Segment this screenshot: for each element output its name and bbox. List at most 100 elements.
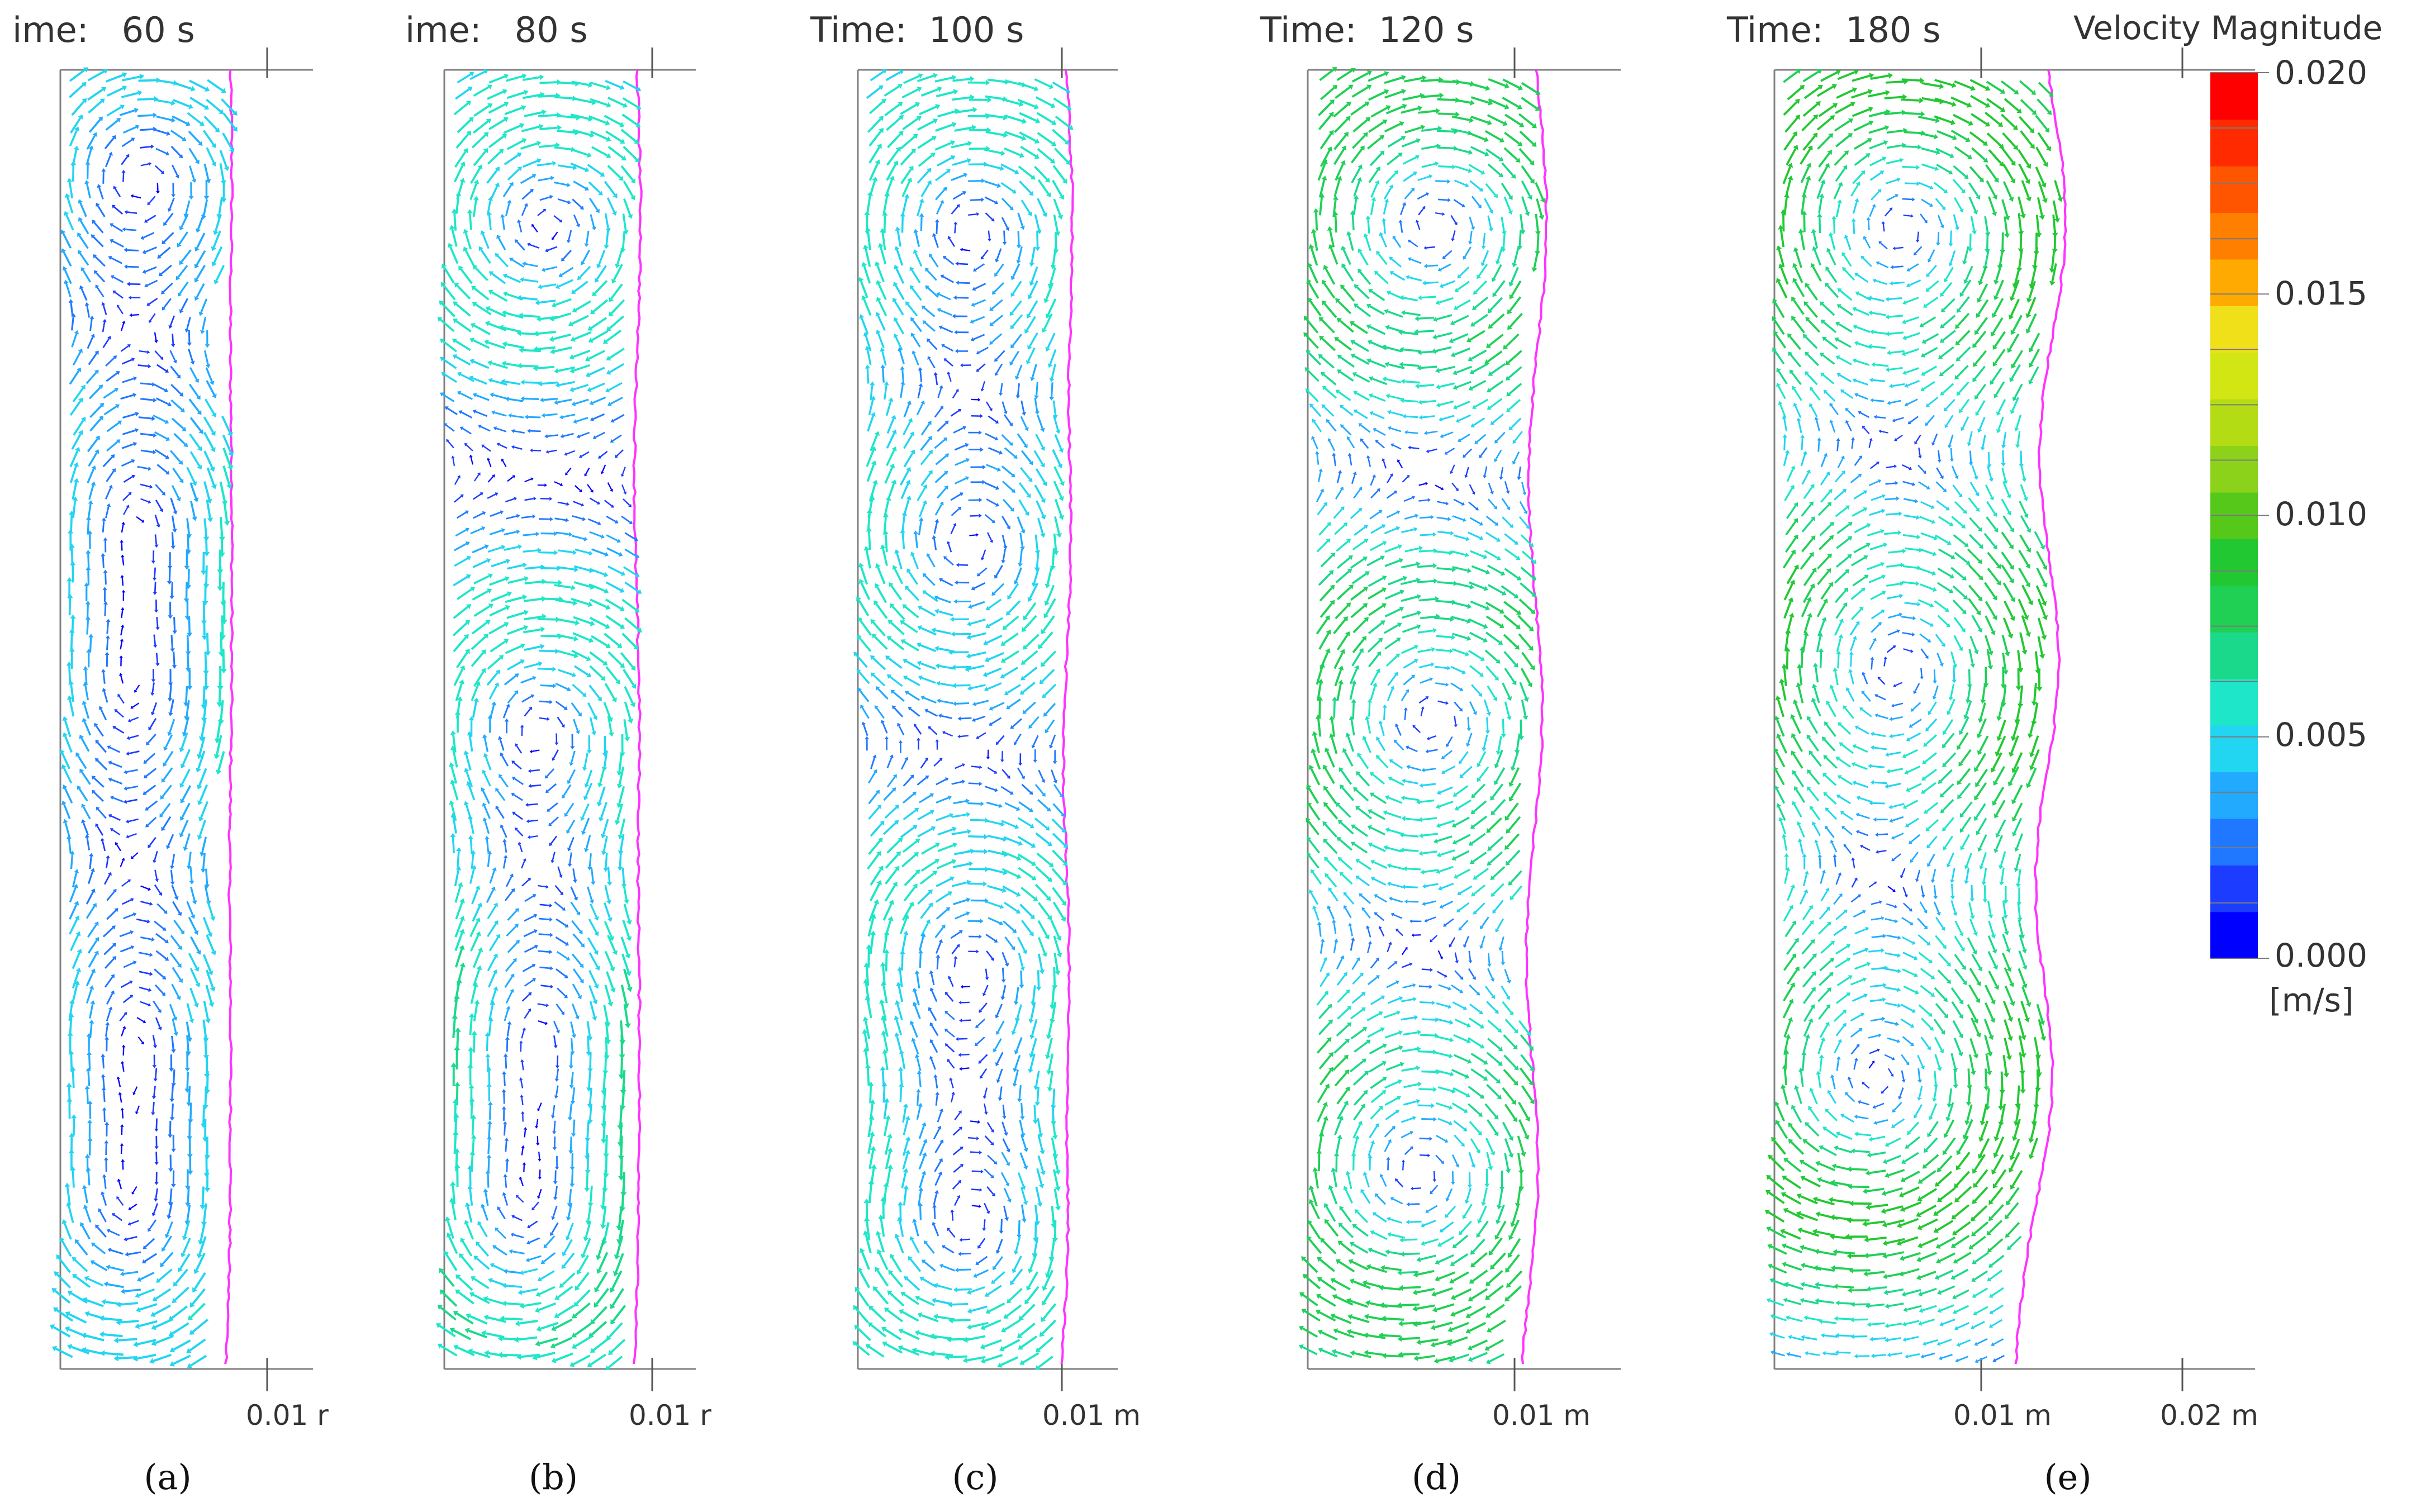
velocity-arrow-head: [559, 219, 563, 222]
velocity-arrow: [200, 801, 209, 819]
velocity-arrow: [489, 578, 506, 586]
velocity-arrow: [917, 487, 926, 501]
velocity-arrow: [155, 500, 162, 510]
velocity-arrow: [554, 901, 564, 910]
velocity-arrow: [445, 424, 455, 432]
velocity-arrow: [468, 213, 472, 230]
velocity-arrow-head: [1068, 125, 1074, 130]
velocity-arrow-head: [861, 721, 866, 726]
velocity-arrow: [472, 1294, 490, 1304]
velocity-arrow: [1037, 1134, 1043, 1151]
velocity-arrow: [954, 444, 966, 451]
velocity-arrow: [104, 976, 113, 988]
velocity-arrow-head: [1002, 625, 1008, 630]
velocity-arrow: [604, 1052, 607, 1071]
velocity-arrow-head: [507, 1021, 512, 1025]
velocity-arrow: [529, 819, 539, 822]
velocity-arrow-head: [500, 752, 504, 757]
velocity-arrow-head: [455, 1289, 461, 1295]
velocity-arrow: [457, 119, 472, 134]
velocity-arrow: [1023, 667, 1038, 679]
velocity-arrow-head: [108, 255, 112, 260]
velocity-arrow: [863, 1033, 869, 1052]
velocity-arrow-head: [869, 1131, 875, 1137]
velocity-arrow-head: [180, 930, 184, 935]
velocity-arrow-head: [537, 1196, 541, 1199]
velocity-arrow: [587, 702, 596, 717]
velocity-arrow-head: [598, 455, 602, 459]
velocity-arrow: [890, 621, 905, 635]
velocity-arrow: [1012, 718, 1022, 728]
velocity-arrow: [95, 272, 106, 283]
velocity-arrow-head: [519, 1077, 523, 1081]
velocity-arrow-head: [480, 230, 486, 235]
velocity-arrow-head: [498, 736, 502, 740]
velocity-arrow: [190, 936, 200, 952]
velocity-arrow: [195, 1252, 206, 1271]
velocity-arrow-head: [471, 850, 476, 854]
velocity-arrow-head: [917, 1312, 923, 1318]
velocity-arrow: [221, 415, 231, 434]
velocity-arrow: [1047, 1017, 1054, 1036]
velocity-arrow-head: [966, 911, 970, 916]
velocity-arrow: [586, 1020, 591, 1038]
velocity-arrow-head: [192, 481, 197, 486]
velocity-arrow-head: [928, 450, 933, 455]
velocity-arrow-head: [898, 1328, 904, 1334]
velocity-arrow-head: [946, 1337, 951, 1343]
velocity-arrow-head: [1001, 979, 1006, 983]
velocity-arrow: [462, 1240, 473, 1257]
velocity-arrow-head: [466, 101, 471, 106]
velocity-arrow: [915, 1349, 934, 1356]
velocity-arrow-head: [1350, 68, 1356, 73]
velocity-arrow: [950, 493, 961, 501]
velocity-arrow: [514, 1216, 523, 1221]
velocity-arrow-head: [70, 614, 76, 619]
velocity-arrow-head: [454, 1163, 461, 1168]
velocity-arrow: [937, 828, 953, 836]
velocity-arrow-head: [94, 937, 99, 942]
velocity-arrow-head: [154, 1182, 159, 1185]
velocity-arrow: [512, 1251, 525, 1254]
velocity-arrow: [590, 868, 594, 882]
velocity-arrow-head: [1012, 1268, 1017, 1273]
velocity-arrow: [539, 700, 550, 703]
velocity-arrow: [69, 934, 79, 952]
velocity-arrow: [589, 1001, 596, 1017]
velocity-arrow: [137, 114, 154, 117]
velocity-arrow-head: [918, 383, 923, 387]
velocity-arrow-head: [887, 620, 893, 625]
velocity-arrow-head: [913, 883, 918, 889]
velocity-arrow: [556, 968, 566, 977]
velocity-arrow-head: [636, 104, 642, 110]
velocity-arrow: [604, 885, 610, 901]
velocity-arrow-head: [493, 426, 497, 431]
velocity-arrow-head: [73, 883, 78, 888]
velocity-arrow-head: [880, 364, 886, 368]
velocity-arrow: [93, 222, 104, 234]
velocity-arrow-head: [967, 141, 972, 146]
velocity-arrow: [511, 259, 524, 268]
velocity-arrow-head: [894, 866, 900, 871]
velocity-arrow: [504, 1317, 523, 1321]
velocity-arrow-head: [889, 603, 895, 608]
velocity-arrow: [939, 309, 952, 316]
velocity-field: [852, 69, 1074, 1370]
velocity-arrow-head: [540, 644, 545, 649]
velocity-arrow-head: [580, 261, 585, 265]
panel-d: [1299, 47, 1621, 1391]
velocity-arrow-head: [105, 1036, 110, 1040]
velocity-arrow: [102, 927, 114, 938]
velocity-arrow-head: [197, 446, 202, 451]
velocity-arrow-head: [967, 621, 971, 626]
velocity-arrow-head: [609, 936, 614, 941]
velocity-arrow-head: [520, 643, 525, 649]
velocity-arrow-head: [936, 292, 941, 297]
velocity-arrow: [1023, 650, 1038, 663]
velocity-arrow-head: [171, 194, 175, 198]
velocity-arrow: [991, 717, 1002, 725]
velocity-arrow: [171, 1035, 174, 1050]
velocity-arrow-head: [502, 273, 507, 279]
velocity-arrow: [574, 485, 581, 491]
velocity-arrow-head: [440, 282, 446, 287]
